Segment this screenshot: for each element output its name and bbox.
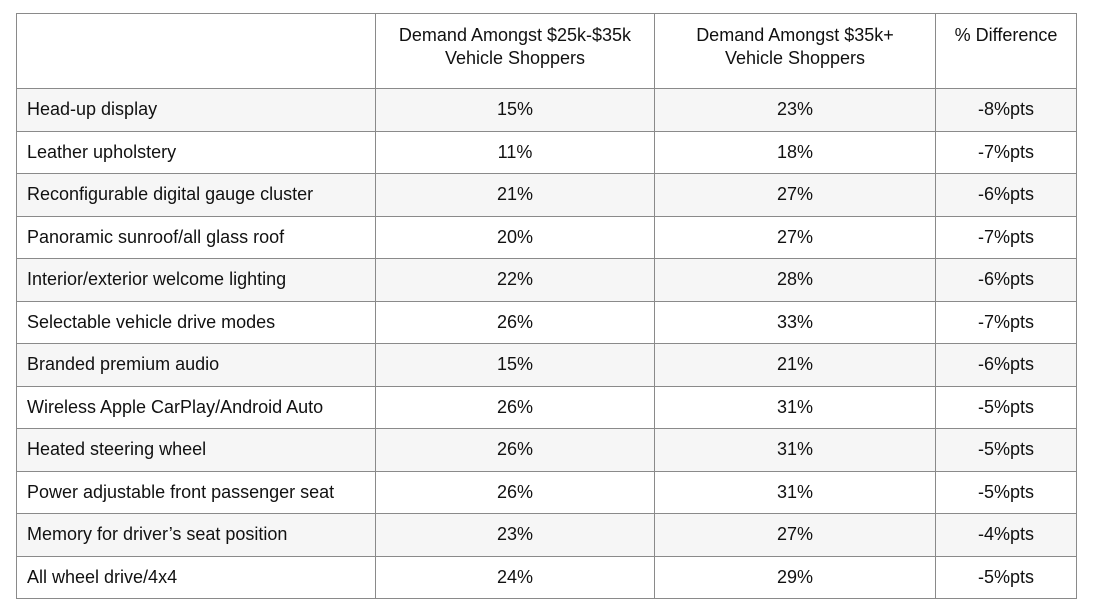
table-row: Heated steering wheel 26% 31% -5%pts xyxy=(16,428,1077,472)
demand-25k-35k-cell: 26% xyxy=(375,300,655,344)
feature-cell: Reconfigurable digital gauge cluster xyxy=(16,173,376,217)
demand-35k-plus-cell: 27% xyxy=(654,173,936,217)
header-demand-25k-35k-line-1: Demand Amongst $25k-$35k xyxy=(398,25,632,45)
feature-cell: Wireless Apple CarPlay/Android Auto xyxy=(16,385,376,429)
demand-35k-plus-cell: 18% xyxy=(654,130,936,174)
table-row: Power adjustable front passenger seat 26… xyxy=(16,470,1077,514)
demand-35k-plus-cell: 27% xyxy=(654,513,936,557)
demand-35k-plus-cell: 27% xyxy=(654,215,936,259)
header-demand-35k-plus-line-2: Vehicle Shoppers xyxy=(724,48,866,68)
demand-35k-plus-cell: 33% xyxy=(654,300,936,344)
demand-25k-35k-cell: 15% xyxy=(375,88,655,132)
header-row: Demand Amongst $25k-$35k Vehicle Shopper… xyxy=(16,13,1077,89)
table-row: Branded premium audio 15% 21% -6%pts xyxy=(16,343,1077,387)
table-row: All wheel drive/4x4 24% 29% -5%pts xyxy=(16,555,1077,599)
header-demand-25k-35k: Demand Amongst $25k-$35k Vehicle Shopper… xyxy=(375,13,655,89)
demand-35k-plus-cell: 31% xyxy=(654,428,936,472)
difference-cell: -6%pts xyxy=(935,258,1077,302)
demand-25k-35k-cell: 26% xyxy=(375,385,655,429)
feature-cell: Selectable vehicle drive modes xyxy=(16,300,376,344)
difference-cell: -8%pts xyxy=(935,88,1077,132)
header-demand-35k-plus: Demand Amongst $35k+ Vehicle Shoppers xyxy=(654,13,936,89)
demand-35k-plus-cell: 23% xyxy=(654,88,936,132)
difference-cell: -6%pts xyxy=(935,343,1077,387)
feature-cell: Head-up display xyxy=(16,88,376,132)
demand-25k-35k-cell: 26% xyxy=(375,428,655,472)
header-percent-difference: % Difference xyxy=(935,13,1077,89)
feature-cell: Branded premium audio xyxy=(16,343,376,387)
demand-35k-plus-cell: 29% xyxy=(654,555,936,599)
header-demand-35k-plus-line-1: Demand Amongst $35k+ xyxy=(696,25,894,45)
table-row: Memory for driver’s seat position 23% 27… xyxy=(16,513,1077,557)
table-row: Reconfigurable digital gauge cluster 21%… xyxy=(16,173,1077,217)
feature-demand-table-container: Demand Amongst $25k-$35k Vehicle Shopper… xyxy=(16,13,1077,599)
demand-35k-plus-cell: 21% xyxy=(654,343,936,387)
header-demand-25k-35k-line-2: Vehicle Shoppers xyxy=(444,48,586,68)
demand-25k-35k-cell: 15% xyxy=(375,343,655,387)
difference-cell: -5%pts xyxy=(935,555,1077,599)
feature-cell: Power adjustable front passenger seat xyxy=(16,470,376,514)
demand-25k-35k-cell: 26% xyxy=(375,470,655,514)
demand-35k-plus-cell: 31% xyxy=(654,470,936,514)
demand-25k-35k-cell: 20% xyxy=(375,215,655,259)
feature-cell: Heated steering wheel xyxy=(16,428,376,472)
difference-cell: -7%pts xyxy=(935,215,1077,259)
table-row: Panoramic sunroof/all glass roof 20% 27%… xyxy=(16,215,1077,259)
difference-cell: -5%pts xyxy=(935,385,1077,429)
difference-cell: -7%pts xyxy=(935,130,1077,174)
demand-25k-35k-cell: 21% xyxy=(375,173,655,217)
feature-cell: Panoramic sunroof/all glass roof xyxy=(16,215,376,259)
demand-25k-35k-cell: 11% xyxy=(375,130,655,174)
demand-35k-plus-cell: 28% xyxy=(654,258,936,302)
table-row: Interior/exterior welcome lighting 22% 2… xyxy=(16,258,1077,302)
feature-cell: Memory for driver’s seat position xyxy=(16,513,376,557)
difference-cell: -6%pts xyxy=(935,173,1077,217)
table-row: Head-up display 15% 23% -8%pts xyxy=(16,88,1077,132)
feature-cell: Leather upholstery xyxy=(16,130,376,174)
demand-35k-plus-cell: 31% xyxy=(654,385,936,429)
demand-25k-35k-cell: 22% xyxy=(375,258,655,302)
table-row: Wireless Apple CarPlay/Android Auto 26% … xyxy=(16,385,1077,429)
difference-cell: -4%pts xyxy=(935,513,1077,557)
table-row: Selectable vehicle drive modes 26% 33% -… xyxy=(16,300,1077,344)
demand-25k-35k-cell: 24% xyxy=(375,555,655,599)
feature-cell: Interior/exterior welcome lighting xyxy=(16,258,376,302)
feature-cell: All wheel drive/4x4 xyxy=(16,555,376,599)
table-row: Leather upholstery 11% 18% -7%pts xyxy=(16,130,1077,174)
demand-25k-35k-cell: 23% xyxy=(375,513,655,557)
feature-demand-table: Demand Amongst $25k-$35k Vehicle Shopper… xyxy=(16,13,1077,599)
difference-cell: -7%pts xyxy=(935,300,1077,344)
header-percent-difference-label: % Difference xyxy=(954,25,1058,45)
difference-cell: -5%pts xyxy=(935,470,1077,514)
header-feature xyxy=(16,13,376,89)
difference-cell: -5%pts xyxy=(935,428,1077,472)
